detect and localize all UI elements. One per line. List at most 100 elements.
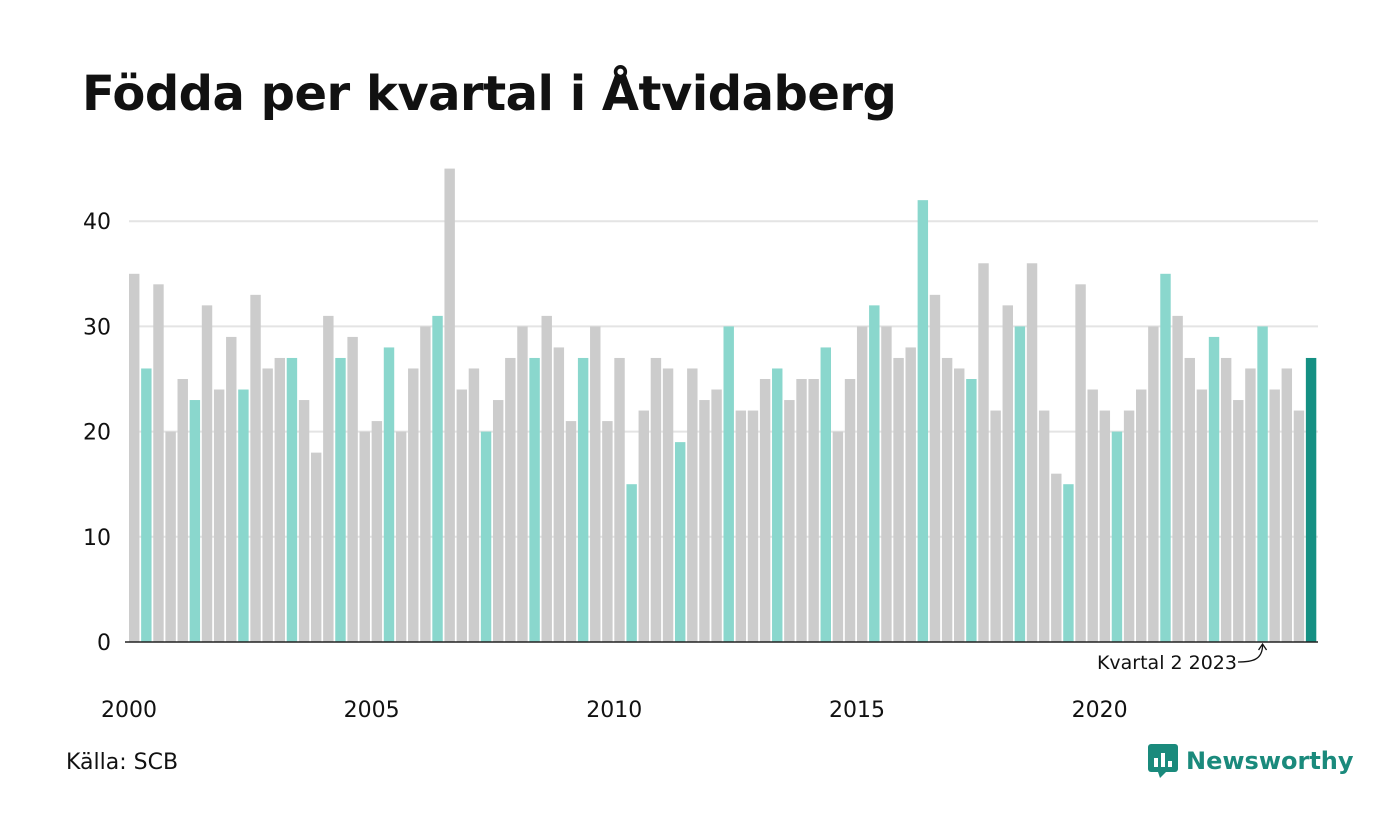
bar xyxy=(602,421,613,642)
source-label: Källa: SCB xyxy=(66,750,179,775)
y-axis-ticks: 0 10 20 30 40 xyxy=(83,210,111,656)
bar xyxy=(662,368,674,642)
bar xyxy=(784,400,795,642)
x-tick-label: 2015 xyxy=(829,698,885,723)
bar xyxy=(1160,273,1171,642)
y-tick-label: 0 xyxy=(97,631,111,656)
bar xyxy=(1233,400,1244,642)
x-tick-label: 2005 xyxy=(344,698,400,723)
bar xyxy=(893,357,904,642)
bar xyxy=(723,326,734,642)
newsworthy-logo-icon xyxy=(1148,744,1178,778)
bar xyxy=(1245,368,1256,642)
bar xyxy=(844,379,856,642)
x-axis-ticks: 2000 2005 2010 2015 2020 xyxy=(101,698,1128,723)
bar xyxy=(213,389,225,642)
bar xyxy=(432,315,443,642)
bar xyxy=(177,379,188,642)
bar xyxy=(1087,389,1098,642)
bar xyxy=(1196,389,1208,642)
bar xyxy=(699,400,710,642)
bar xyxy=(759,379,771,642)
bar xyxy=(480,431,492,642)
bar xyxy=(820,347,831,642)
bars xyxy=(129,168,1317,642)
x-tick-label: 2000 xyxy=(101,698,157,723)
bar xyxy=(541,315,552,642)
bar xyxy=(1014,326,1026,642)
bar xyxy=(1148,326,1159,642)
bar xyxy=(456,389,468,642)
bar xyxy=(796,379,807,642)
bar xyxy=(1075,284,1086,642)
y-tick-label: 10 xyxy=(83,526,111,551)
bar xyxy=(165,431,176,642)
bar xyxy=(371,421,383,642)
bar xyxy=(262,368,273,642)
bar xyxy=(869,305,880,642)
bar xyxy=(905,347,916,642)
bar xyxy=(577,357,589,642)
bar xyxy=(917,200,929,642)
bar xyxy=(614,357,625,642)
chart-title: Födda per kvartal i Åtvidaberg xyxy=(82,66,897,122)
bar-chart: 0 10 20 30 40 2000 2005 2010 2015 2020 Kvartal 2… xyxy=(83,168,1318,723)
bar xyxy=(856,326,868,642)
bar xyxy=(565,421,577,642)
bar xyxy=(286,357,298,642)
bar xyxy=(711,389,722,642)
bar xyxy=(1172,315,1183,642)
bar xyxy=(141,368,152,642)
bar xyxy=(1220,357,1232,642)
bar xyxy=(1269,389,1280,642)
bar xyxy=(881,326,892,642)
bar xyxy=(298,400,310,642)
bar xyxy=(674,442,686,642)
bar xyxy=(468,368,480,642)
bar xyxy=(383,347,395,642)
bar xyxy=(347,336,358,642)
bar xyxy=(1281,368,1293,642)
bar xyxy=(408,368,419,642)
annotation: Kvartal 2 2023 xyxy=(1097,642,1268,674)
bar xyxy=(226,336,237,642)
bar xyxy=(626,484,637,642)
bar xyxy=(735,410,747,642)
bar xyxy=(250,294,261,642)
y-tick-label: 20 xyxy=(83,421,111,446)
annotation-arrow-line xyxy=(1237,644,1264,663)
bar xyxy=(323,315,334,642)
bar xyxy=(1136,389,1147,642)
bar xyxy=(274,357,286,642)
annotation-arrowhead xyxy=(1258,642,1268,651)
bar xyxy=(1051,473,1062,642)
bar xyxy=(1038,410,1050,642)
bar xyxy=(310,452,322,642)
bar xyxy=(687,368,698,642)
bar xyxy=(1184,357,1195,642)
bar xyxy=(990,410,1001,642)
bar xyxy=(1099,410,1111,642)
brand-name: Newsworthy xyxy=(1186,747,1354,775)
bar xyxy=(772,368,783,642)
bar xyxy=(1002,305,1013,642)
bar xyxy=(1293,410,1305,642)
bar xyxy=(201,305,213,642)
bar xyxy=(954,368,965,642)
bar xyxy=(505,357,516,642)
y-tick-label: 30 xyxy=(83,315,111,340)
bar xyxy=(1208,336,1220,642)
bar xyxy=(1026,263,1038,642)
brand-logo: Newsworthy xyxy=(1148,744,1354,778)
bar xyxy=(129,273,140,642)
bar xyxy=(492,400,504,642)
x-tick-label: 2010 xyxy=(586,698,642,723)
bar xyxy=(553,347,565,642)
bar xyxy=(747,410,759,642)
bar xyxy=(638,410,649,642)
bar xyxy=(359,431,370,642)
bar xyxy=(941,357,953,642)
bar xyxy=(189,400,201,642)
x-tick-label: 2020 xyxy=(1072,698,1128,723)
bar xyxy=(808,379,819,642)
